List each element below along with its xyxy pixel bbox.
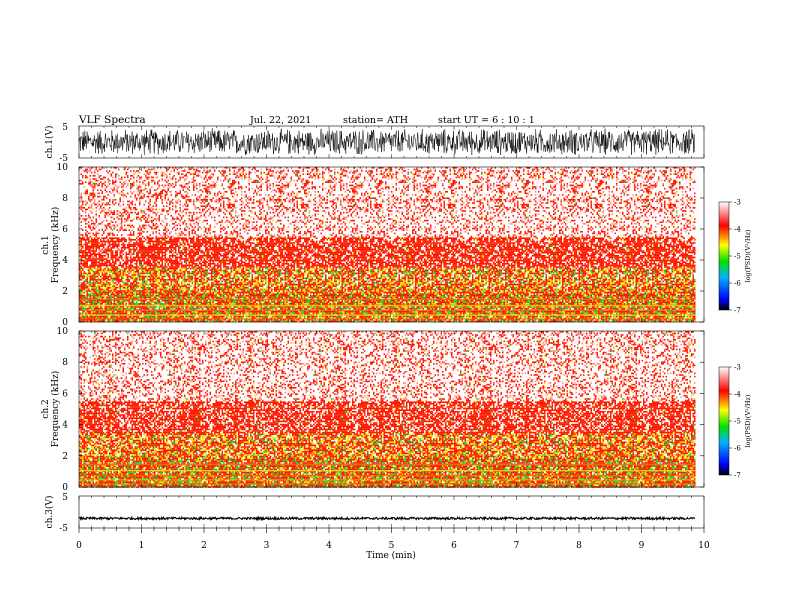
ch1-waveform-line	[78, 128, 695, 156]
time-axis-tick-label: 1	[139, 541, 145, 551]
time-axis-label: Time (min)	[366, 550, 416, 561]
ch2-spectrogram-ytick-label: 2	[62, 452, 68, 462]
time-axis-tick-label: 6	[451, 541, 457, 551]
time-axis-tick-label: 9	[639, 541, 645, 551]
time-axis-tick-label: 4	[326, 541, 332, 551]
ch2-spectrogram-ylabel-channel: ch.2	[41, 399, 51, 418]
ch1-ytick-top: 5	[62, 123, 68, 133]
header-station: station= ATH	[343, 115, 408, 126]
ch1-spectrogram-ytick-label: 8	[62, 194, 68, 204]
ch1-ytick-bottom: -5	[59, 154, 68, 164]
ch2-spectrogram-panel: 0 2 4 6 8 10 ch.2 Frequency (kHz)	[41, 327, 705, 493]
ch2-spectrogram-yticks: 0 2 4 6 8 10	[57, 327, 704, 493]
ch1-waveform-ylabel: ch.1(V)	[44, 126, 55, 159]
ch2-spectrogram-ytick-label: 0	[62, 483, 68, 493]
ch1-spectrogram-ylabel-channel: ch.1	[41, 235, 51, 254]
ch1-colorbar-ticks: -3 -4 -5 -6 -7	[729, 199, 741, 315]
ch2-spectrogram-ytick-label: 4	[62, 421, 68, 431]
ch2-colorbar-tick-label: -7	[734, 472, 741, 480]
ch2-colorbar-gradient	[718, 366, 730, 476]
ch3-waveform-line	[78, 515, 696, 522]
header-start-time: start UT = 6 : 10 : 1	[438, 115, 535, 126]
time-axis-tick-label: 8	[576, 541, 582, 551]
ch3-ytick-top: 5	[62, 493, 68, 503]
time-axis-tick-label: 5	[389, 541, 395, 551]
ch2-colorbar-ticks: -3 -4 -5 -6 -7	[729, 364, 741, 480]
ch1-colorbar-gradient	[718, 201, 730, 311]
ch1-spectrogram-yticks: 0 2 4 6 8 10	[57, 163, 704, 328]
ch2-spectrogram-ylabel-frequency: Frequency (kHz)	[50, 371, 61, 448]
ch1-spectrogram-ylabel-frequency: Frequency (kHz)	[50, 207, 61, 284]
ch3-ytick-bottom: -5	[59, 524, 68, 534]
ch2-colorbar-label: log(PSD)(V²/Hz)	[744, 394, 752, 447]
ch1-waveform-panel: 5 -5 ch.1(V)	[44, 123, 705, 164]
ch2-spectrogram-ytick-label: 10	[57, 327, 69, 337]
ch2-colorbar-tick-label: -6	[734, 445, 741, 453]
ch1-spectrogram-ytick-label: 4	[62, 256, 68, 266]
ch1-waveform-trace	[78, 128, 695, 156]
ch3-waveform-ylabel: ch.3(V)	[44, 496, 55, 529]
ch2-spectrogram-image	[79, 331, 696, 488]
ch1-spectrogram-ytick-label: 2	[62, 287, 68, 297]
ch1-spectrogram-image	[79, 167, 696, 323]
time-axis-tick-label: 2	[201, 541, 207, 551]
ch1-colorbar-tick-label: -7	[734, 307, 741, 315]
time-axis-tick-label: 10	[698, 541, 710, 551]
time-axis-tick-label: 0	[76, 541, 82, 551]
ch2-colorbar-tick-label: -5	[734, 418, 741, 426]
ch2-colorbar-tick-label: -3	[734, 364, 741, 372]
header-date: Jul. 22, 2021	[249, 115, 311, 126]
time-axis-ticks: 0 1 2 3 4 5 6 7 8 9 10	[76, 126, 710, 551]
ch1-spectrogram-ytick-label: 6	[62, 225, 68, 235]
ch1-colorbar-label: log(PSD)(V²/Hz)	[744, 229, 752, 282]
ch1-spectrogram-ytick-label: 10	[57, 163, 69, 173]
ch3-waveform-panel: 5 -5 ch.3(V)	[44, 493, 705, 534]
ch1-spectrogram-ytick-label: 0	[62, 318, 68, 328]
ch1-colorbar: -3 -4 -5 -6 -7 log(PSD)(V²/Hz)	[718, 199, 752, 315]
ch1-colorbar-tick-label: -4	[734, 226, 741, 234]
figure-title: VLF Spectra	[78, 114, 146, 126]
ch2-spectrogram-ytick-label: 6	[62, 389, 68, 399]
ch2-colorbar: -3 -4 -5 -6 -7 log(PSD)(V²/Hz)	[718, 364, 752, 480]
ch1-colorbar-tick-label: -3	[734, 199, 741, 207]
time-axis-tick-label: 7	[514, 541, 520, 551]
ch2-spectrogram-ytick-label: 8	[62, 358, 68, 368]
ch3-waveform-trace	[78, 515, 696, 522]
ch1-spectrogram-panel: 0 2 4 6 8 10 ch.1 Frequency (kHz)	[41, 163, 705, 328]
ch1-colorbar-tick-label: -5	[734, 253, 741, 261]
ch2-colorbar-tick-label: -4	[734, 391, 741, 399]
time-axis-tick-label: 3	[264, 541, 270, 551]
ch1-colorbar-tick-label: -6	[734, 280, 741, 288]
ch3-waveform-frame	[78, 495, 705, 529]
